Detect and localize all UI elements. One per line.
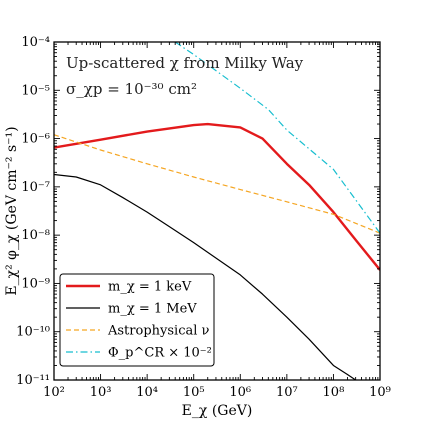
y-tick-label: 10⁻⁵ bbox=[21, 83, 50, 98]
tick-labels: 10² 10³ 10⁴ 10⁵ 10⁶ 10⁷ 10⁸ 10⁹ 10⁻¹¹ 10⁻¹⁰ 10⁻⁹ 10… bbox=[16, 35, 391, 400]
series-line-4 bbox=[174, 42, 380, 234]
x-tick-label: 10³ bbox=[90, 385, 112, 400]
y-tick-label: 10⁻⁴ bbox=[21, 35, 50, 50]
legend-box bbox=[59, 273, 215, 367]
y-tick-label: 10⁻⁸ bbox=[21, 228, 50, 243]
legend-label-2: m_χ = 1 MeV bbox=[108, 302, 197, 317]
series-line-1 bbox=[54, 122, 380, 271]
x-tick-label: 10⁶ bbox=[229, 385, 251, 400]
ticks-layer bbox=[53, 41, 381, 381]
series-layer bbox=[54, 42, 380, 380]
y-tick-label: 10⁻⁹ bbox=[21, 276, 50, 291]
x-tick-label: 10⁸ bbox=[323, 385, 345, 400]
legend-label-4: Φ_p^CR × 10⁻² bbox=[108, 346, 212, 361]
series-line-3 bbox=[54, 134, 380, 234]
y-tick-label: 10⁻¹⁰ bbox=[16, 325, 50, 340]
legend-label-3: Astrophysical ν bbox=[107, 324, 210, 339]
series-line-2 bbox=[54, 173, 356, 380]
x-tick-label: 10⁵ bbox=[183, 385, 205, 400]
legend-label-1: m_χ = 1 keV bbox=[108, 280, 192, 295]
x-axis-label: E_χ (GeV) bbox=[182, 403, 253, 419]
y-axis-label: E_χ² φ_χ (GeV cm⁻² s⁻¹) bbox=[4, 126, 20, 295]
x-tick-label: 10⁴ bbox=[136, 385, 158, 400]
y-tick-label: 10⁻⁷ bbox=[21, 180, 50, 195]
annotation-cross-section: σ_χp = 10⁻³⁰ cm² bbox=[66, 80, 197, 98]
y-tick-label: 10⁻¹¹ bbox=[16, 373, 50, 388]
x-tick-label: 10⁷ bbox=[276, 385, 298, 400]
annotation-title: Up-scattered χ from Milky Way bbox=[66, 54, 304, 72]
legend: m_χ = 1 keV m_χ = 1 MeV Astrophysical ν Φ_p… bbox=[59, 273, 215, 367]
plot-frame bbox=[53, 41, 381, 381]
x-tick-label: 10² bbox=[43, 385, 65, 400]
y-tick-label: 10⁻⁶ bbox=[21, 132, 50, 147]
x-tick-label: 10⁹ bbox=[369, 385, 391, 400]
